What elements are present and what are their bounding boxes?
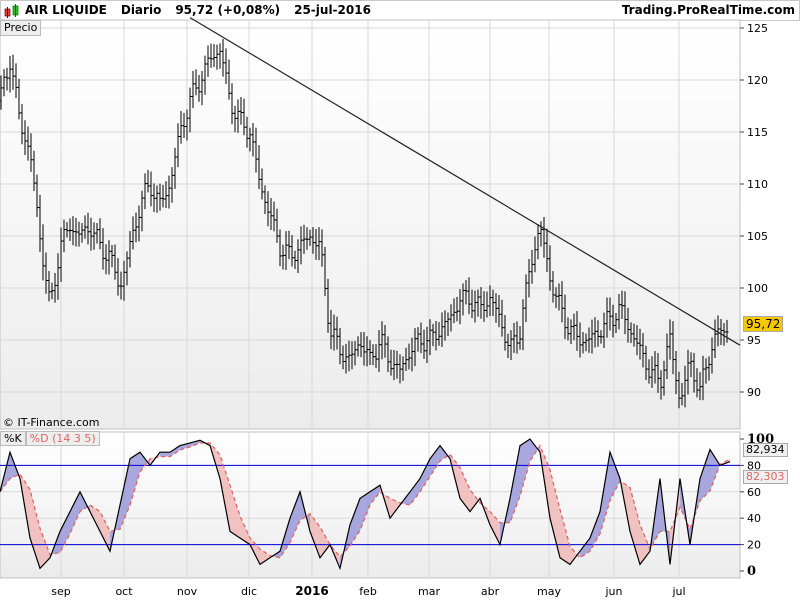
stoch-fill-up <box>700 449 710 501</box>
stoch-fill-up <box>360 491 370 531</box>
stoch-k-line <box>0 438 731 571</box>
stoch-fill-up <box>510 445 520 523</box>
stoch-fill-up <box>530 439 540 461</box>
x-tick-label: mar <box>418 585 440 598</box>
x-tick-label: nov <box>177 585 198 598</box>
stoch-fill-up <box>590 511 600 552</box>
stoch-fill-up <box>610 452 620 501</box>
stoch-fill-down <box>320 527 330 558</box>
x-tick-label: 2016 <box>295 584 328 598</box>
quote: 95,72 (+0,08%) <box>175 3 281 17</box>
stoch-fill-down <box>90 505 100 532</box>
x-tick-label: jul <box>671 585 685 598</box>
stoch-d-line <box>0 442 731 559</box>
stoch-fill-up <box>160 452 170 457</box>
stoch-fill-down <box>560 509 570 565</box>
k-value-tag: 82,934 <box>743 443 788 457</box>
trendline <box>189 17 741 346</box>
stoch-fill-down <box>40 528 50 569</box>
stoch-fill-up <box>60 511 70 553</box>
stoch-fill-down <box>490 511 500 545</box>
stoch-fill-down <box>390 498 400 519</box>
stoch-tick-label: 80 <box>747 459 761 472</box>
price-tick-label: 110 <box>747 178 768 191</box>
copyright: © IT-Finance.com <box>3 416 100 429</box>
stoch-tick-label: 40 <box>747 512 761 525</box>
x-tick-label: jun <box>605 585 623 598</box>
d-value-tag: 82,303 <box>743 470 788 484</box>
stoch-fill-down <box>310 513 320 558</box>
price-tick-label: 90 <box>747 386 761 399</box>
stoch-fill-up <box>120 458 130 530</box>
stoch-fill-up <box>710 449 720 491</box>
x-tick-label: oct <box>115 585 133 598</box>
instrument-name: AIR LIQUIDE <box>25 3 107 17</box>
d-label: %D (14 3 5) <box>25 431 100 446</box>
stoch-fill-up <box>70 491 80 534</box>
price-tick-label: 95 <box>747 334 761 347</box>
stoch-fill-up <box>520 439 530 497</box>
stoch-fill-down <box>260 549 270 565</box>
price-tick-label: 100 <box>747 282 768 295</box>
stoch-fill-down <box>460 467 470 512</box>
stoch-fill-down <box>550 469 560 558</box>
price-pane-label[interactable]: Precio <box>0 20 42 36</box>
stoch-fill-up <box>170 445 180 457</box>
stoch-tick-label: 20 <box>747 539 761 552</box>
stoch-fill-up <box>430 445 440 477</box>
stoch-fill-up <box>180 442 190 450</box>
price-pane <box>0 19 741 430</box>
candlestick-icon <box>4 3 20 18</box>
x-tick-label: abr <box>481 585 500 598</box>
stoch-fill-down <box>100 511 110 552</box>
stoch-fill-down <box>630 487 640 565</box>
x-tick-label: sep <box>51 585 70 598</box>
stoch-fill-down <box>470 489 480 512</box>
period: Diario <box>120 3 162 17</box>
stoch-fill-up <box>420 458 430 492</box>
stoch-fill-up <box>190 440 200 447</box>
stoch-fill-down <box>570 546 580 565</box>
stoch-fill-down <box>230 485 240 538</box>
stoch-fill-down <box>30 489 40 569</box>
price-tick-label: 125 <box>747 22 768 35</box>
stoch-fill-down <box>220 454 230 532</box>
price-tick-label: 120 <box>747 74 768 87</box>
date: 25-jul-2016 <box>294 3 371 17</box>
stoch-fill-up <box>110 505 120 552</box>
x-tick-label: feb <box>359 585 377 598</box>
site-link[interactable]: Trading.ProRealTime.com <box>621 3 795 17</box>
stoch-fill-down <box>240 516 250 545</box>
stoch-fill-up <box>140 452 150 472</box>
k-label: %K <box>0 431 26 446</box>
stoch-legend: %K %D (14 3 5) <box>0 431 100 446</box>
price-tick-label: 105 <box>747 230 768 243</box>
price-tick-label: 115 <box>747 126 768 139</box>
last-price-tag: 95,72 <box>743 316 784 332</box>
x-tick-label: may <box>537 585 561 598</box>
stoch-fill-up <box>290 491 300 543</box>
stoch-tick-label: 60 <box>747 486 761 499</box>
chart-header: AIR LIQUIDE Diario 95,72 (+0,08%) 25-jul… <box>0 0 800 21</box>
stoch-fill-up <box>600 452 610 534</box>
stoch-tick-label: 0 <box>747 564 756 579</box>
stoch-fill-up <box>410 478 420 505</box>
x-tick-label: dic <box>241 585 257 598</box>
